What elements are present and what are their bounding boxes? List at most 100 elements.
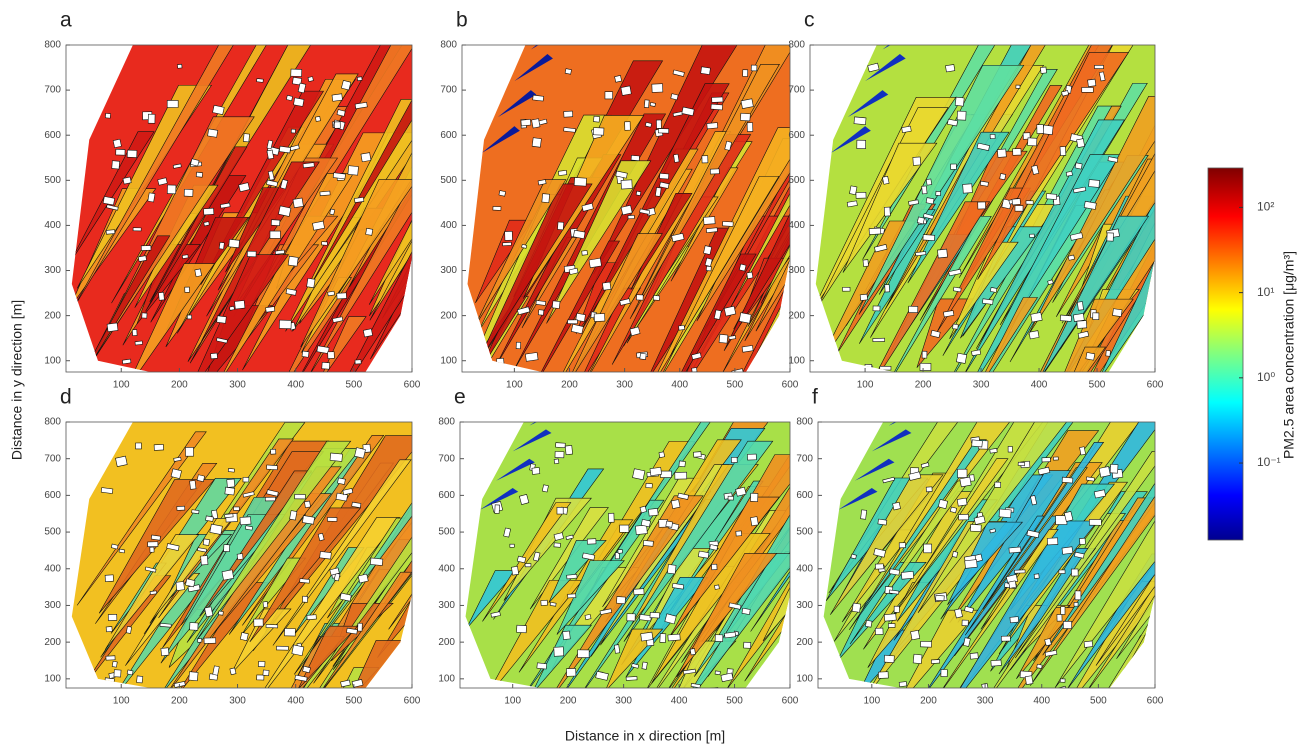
building bbox=[949, 506, 958, 514]
building bbox=[670, 93, 679, 101]
y-tick-label: 500 bbox=[438, 527, 455, 538]
building bbox=[566, 573, 578, 580]
plume bbox=[917, 422, 1098, 613]
building bbox=[600, 687, 609, 688]
building bbox=[954, 96, 965, 107]
building bbox=[620, 85, 632, 96]
building bbox=[1042, 124, 1054, 136]
building bbox=[971, 349, 982, 357]
plume bbox=[201, 161, 320, 342]
building bbox=[1061, 90, 1070, 97]
building bbox=[111, 160, 120, 170]
plume bbox=[1096, 196, 1155, 372]
building bbox=[351, 501, 362, 509]
building bbox=[689, 648, 696, 656]
building bbox=[884, 284, 890, 293]
plume bbox=[1054, 489, 1155, 688]
building bbox=[602, 281, 612, 291]
building bbox=[714, 634, 724, 642]
x-tick-label: 300 bbox=[973, 380, 990, 391]
building bbox=[586, 538, 597, 545]
plume bbox=[604, 628, 664, 688]
building bbox=[999, 173, 1007, 181]
building bbox=[346, 627, 358, 635]
building bbox=[683, 668, 696, 675]
building bbox=[270, 448, 277, 455]
panel-label: a bbox=[60, 9, 72, 32]
building bbox=[112, 138, 122, 149]
building bbox=[122, 176, 132, 185]
building bbox=[883, 206, 891, 217]
building bbox=[700, 66, 711, 75]
building bbox=[855, 191, 867, 199]
building bbox=[1085, 352, 1096, 361]
building bbox=[186, 314, 192, 320]
building bbox=[563, 127, 576, 133]
building bbox=[925, 486, 933, 493]
building bbox=[639, 614, 652, 622]
building bbox=[205, 515, 214, 522]
building bbox=[593, 115, 600, 123]
building bbox=[105, 655, 116, 661]
building bbox=[338, 690, 344, 698]
building bbox=[177, 63, 183, 69]
plume bbox=[531, 624, 593, 688]
building bbox=[952, 323, 959, 330]
building bbox=[710, 103, 723, 111]
building bbox=[301, 350, 310, 358]
y-tick-label: 100 bbox=[438, 673, 455, 684]
building bbox=[673, 153, 680, 163]
building bbox=[337, 477, 346, 485]
building bbox=[126, 669, 134, 676]
building bbox=[948, 268, 962, 277]
building bbox=[173, 456, 182, 462]
building bbox=[872, 337, 885, 343]
building bbox=[743, 641, 752, 649]
building bbox=[705, 265, 712, 272]
building bbox=[977, 201, 986, 210]
building bbox=[312, 220, 325, 231]
building bbox=[1036, 124, 1044, 134]
building bbox=[953, 376, 959, 383]
building bbox=[741, 345, 754, 353]
building bbox=[1027, 137, 1038, 147]
building bbox=[262, 601, 269, 608]
y-tick-label: 200 bbox=[796, 637, 813, 648]
building bbox=[265, 624, 279, 629]
building bbox=[920, 640, 932, 648]
x-tick-label: 400 bbox=[671, 696, 688, 707]
building bbox=[264, 496, 276, 502]
building bbox=[216, 315, 227, 324]
building bbox=[287, 255, 299, 267]
building bbox=[1046, 537, 1059, 546]
building bbox=[979, 180, 989, 187]
building bbox=[908, 305, 919, 314]
building bbox=[105, 626, 113, 633]
y-tick-label: 600 bbox=[438, 490, 455, 501]
plume bbox=[629, 64, 780, 320]
plume bbox=[149, 518, 234, 624]
building bbox=[106, 322, 119, 333]
building bbox=[954, 608, 963, 619]
building bbox=[362, 328, 373, 338]
building bbox=[705, 227, 718, 234]
plume bbox=[479, 488, 519, 511]
building bbox=[304, 500, 311, 509]
building bbox=[588, 257, 602, 269]
x-tick-label: 400 bbox=[287, 696, 304, 707]
building bbox=[315, 116, 321, 122]
building bbox=[1008, 546, 1022, 554]
building bbox=[921, 185, 928, 195]
plume bbox=[934, 529, 1059, 688]
plume bbox=[475, 219, 533, 304]
building bbox=[619, 524, 630, 533]
building bbox=[1067, 254, 1075, 261]
building bbox=[915, 251, 927, 257]
y-tick-label: 800 bbox=[438, 417, 455, 428]
building bbox=[613, 644, 621, 654]
building bbox=[223, 544, 230, 552]
building bbox=[750, 516, 759, 527]
plume bbox=[729, 100, 790, 309]
building bbox=[614, 75, 623, 83]
building bbox=[492, 206, 502, 211]
